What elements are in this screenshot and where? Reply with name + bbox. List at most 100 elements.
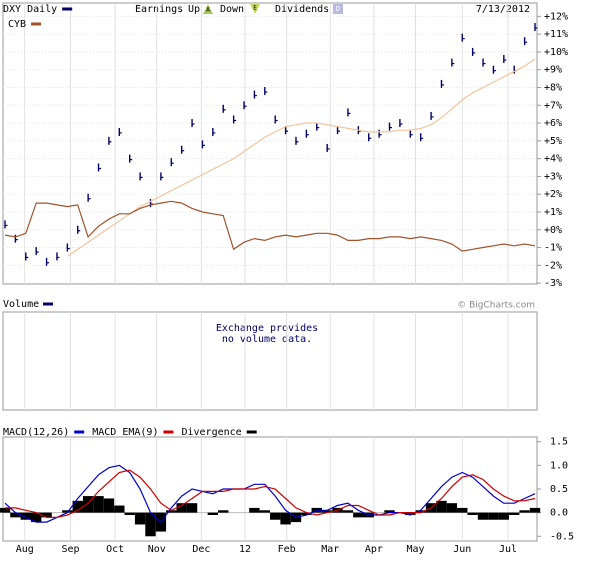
earnings-label: Earnings (135, 4, 183, 15)
divergence-bar (207, 512, 219, 515)
divergence-bar (93, 496, 104, 513)
price-bar (77, 225, 81, 234)
price-bar (243, 101, 247, 110)
price-bar (503, 55, 507, 64)
price-bar (129, 154, 133, 163)
divergence-bar (529, 507, 541, 513)
price-bar (482, 58, 486, 67)
price-bar (170, 158, 174, 167)
date-label: 7/13/2012 (476, 4, 530, 15)
divergence-bar (384, 510, 395, 513)
price-bar (295, 136, 299, 145)
divergence-bar (342, 510, 354, 513)
price-bar (347, 108, 351, 117)
divergence-bar (30, 512, 42, 523)
price-bar (523, 37, 528, 46)
legend-label: MACD EMA(9) (92, 427, 158, 438)
price-bar (180, 145, 185, 154)
divergence-bar (72, 500, 83, 513)
x-tick-label: Feb (278, 544, 296, 555)
price-bar (399, 119, 403, 128)
divergence-bar (186, 503, 198, 513)
x-tick-label: Apr (365, 544, 383, 555)
y-tick-label: 1.0 (550, 460, 568, 471)
price-bar (201, 140, 205, 149)
price-bar (284, 126, 289, 135)
divergence-bar (353, 512, 364, 518)
divergence-bar (280, 512, 291, 525)
x-tick-label: Nov (148, 544, 166, 555)
divergence-bar (145, 512, 156, 537)
price-bar (430, 111, 434, 120)
y-tick-label: +4% (544, 154, 562, 165)
divergence-bar (301, 512, 312, 515)
price-bar (118, 127, 122, 136)
up-label: Up (188, 4, 200, 15)
marks-layer (0, 23, 541, 537)
series-line (4, 464, 536, 523)
y-tick-label: -1% (544, 243, 562, 254)
price-bar (87, 193, 91, 202)
y-tick-label: +5% (544, 136, 562, 147)
divergence-bar (415, 510, 426, 513)
price-bar (66, 243, 70, 252)
price-bar (264, 87, 268, 96)
series-line (4, 200, 536, 252)
divergence-bar (82, 496, 94, 513)
price-bar (305, 129, 309, 138)
divergence-bar (10, 512, 21, 518)
volume-message: Exchange provides (216, 323, 318, 334)
price-bar (4, 220, 8, 229)
price-bar (534, 23, 538, 32)
legend-label: Divergence (181, 427, 241, 438)
x-tick-label: Dec (192, 544, 210, 555)
y-tick-label: +12% (544, 11, 568, 22)
legend-label: MACD(12,26) (3, 427, 69, 438)
price-bar (108, 136, 112, 145)
up-icon-letter: A (206, 7, 210, 14)
divergence-bar (259, 510, 270, 513)
divergence-bar (41, 512, 52, 518)
divergence-bar (124, 512, 135, 515)
divergence-bar (166, 510, 177, 513)
x-tick-label: Jul (499, 544, 517, 555)
divergence-bar (477, 512, 489, 520)
divergence-bar (134, 512, 146, 525)
divergence-bar (509, 512, 520, 515)
price-bar (388, 122, 393, 131)
price-bar (326, 143, 330, 152)
volume-message: no volume data. (222, 334, 312, 345)
dividends-icon (333, 4, 343, 14)
divergence-bar (218, 510, 229, 513)
divergence-bar (270, 512, 281, 520)
y-tick-label: +8% (544, 82, 562, 93)
price-bar (160, 172, 164, 181)
price-bar (253, 90, 257, 99)
price-bar (440, 79, 444, 88)
price-bar (56, 252, 60, 261)
divergence-bar (498, 512, 510, 520)
x-tick-label: Oct (106, 544, 124, 555)
x-tick-label: May (406, 544, 424, 555)
price-bar (316, 122, 320, 131)
y-tick-label: -2% (544, 260, 562, 271)
price-panel (2, 2, 538, 285)
down-icon (250, 4, 260, 14)
price-bar (222, 104, 226, 113)
y-tick-label: +1% (544, 207, 562, 218)
x-tick-label: 12 (239, 544, 251, 555)
x-tick-label: Jun (453, 544, 471, 555)
y-tick-label: 0.0 (550, 508, 568, 519)
divergence-bar (457, 507, 468, 513)
divergence-bar (446, 503, 458, 513)
price-bar (471, 47, 476, 56)
y-tick-label: +9% (544, 65, 562, 76)
price-bar (274, 115, 278, 124)
divergence-bar (249, 507, 260, 513)
y-tick-label: +0% (544, 225, 562, 236)
x-tick-label: Sep (61, 544, 79, 555)
price-bar (45, 257, 50, 266)
dividends-label: Dividends (275, 4, 329, 15)
price-bar (492, 65, 496, 74)
divergence-bar (321, 510, 333, 513)
